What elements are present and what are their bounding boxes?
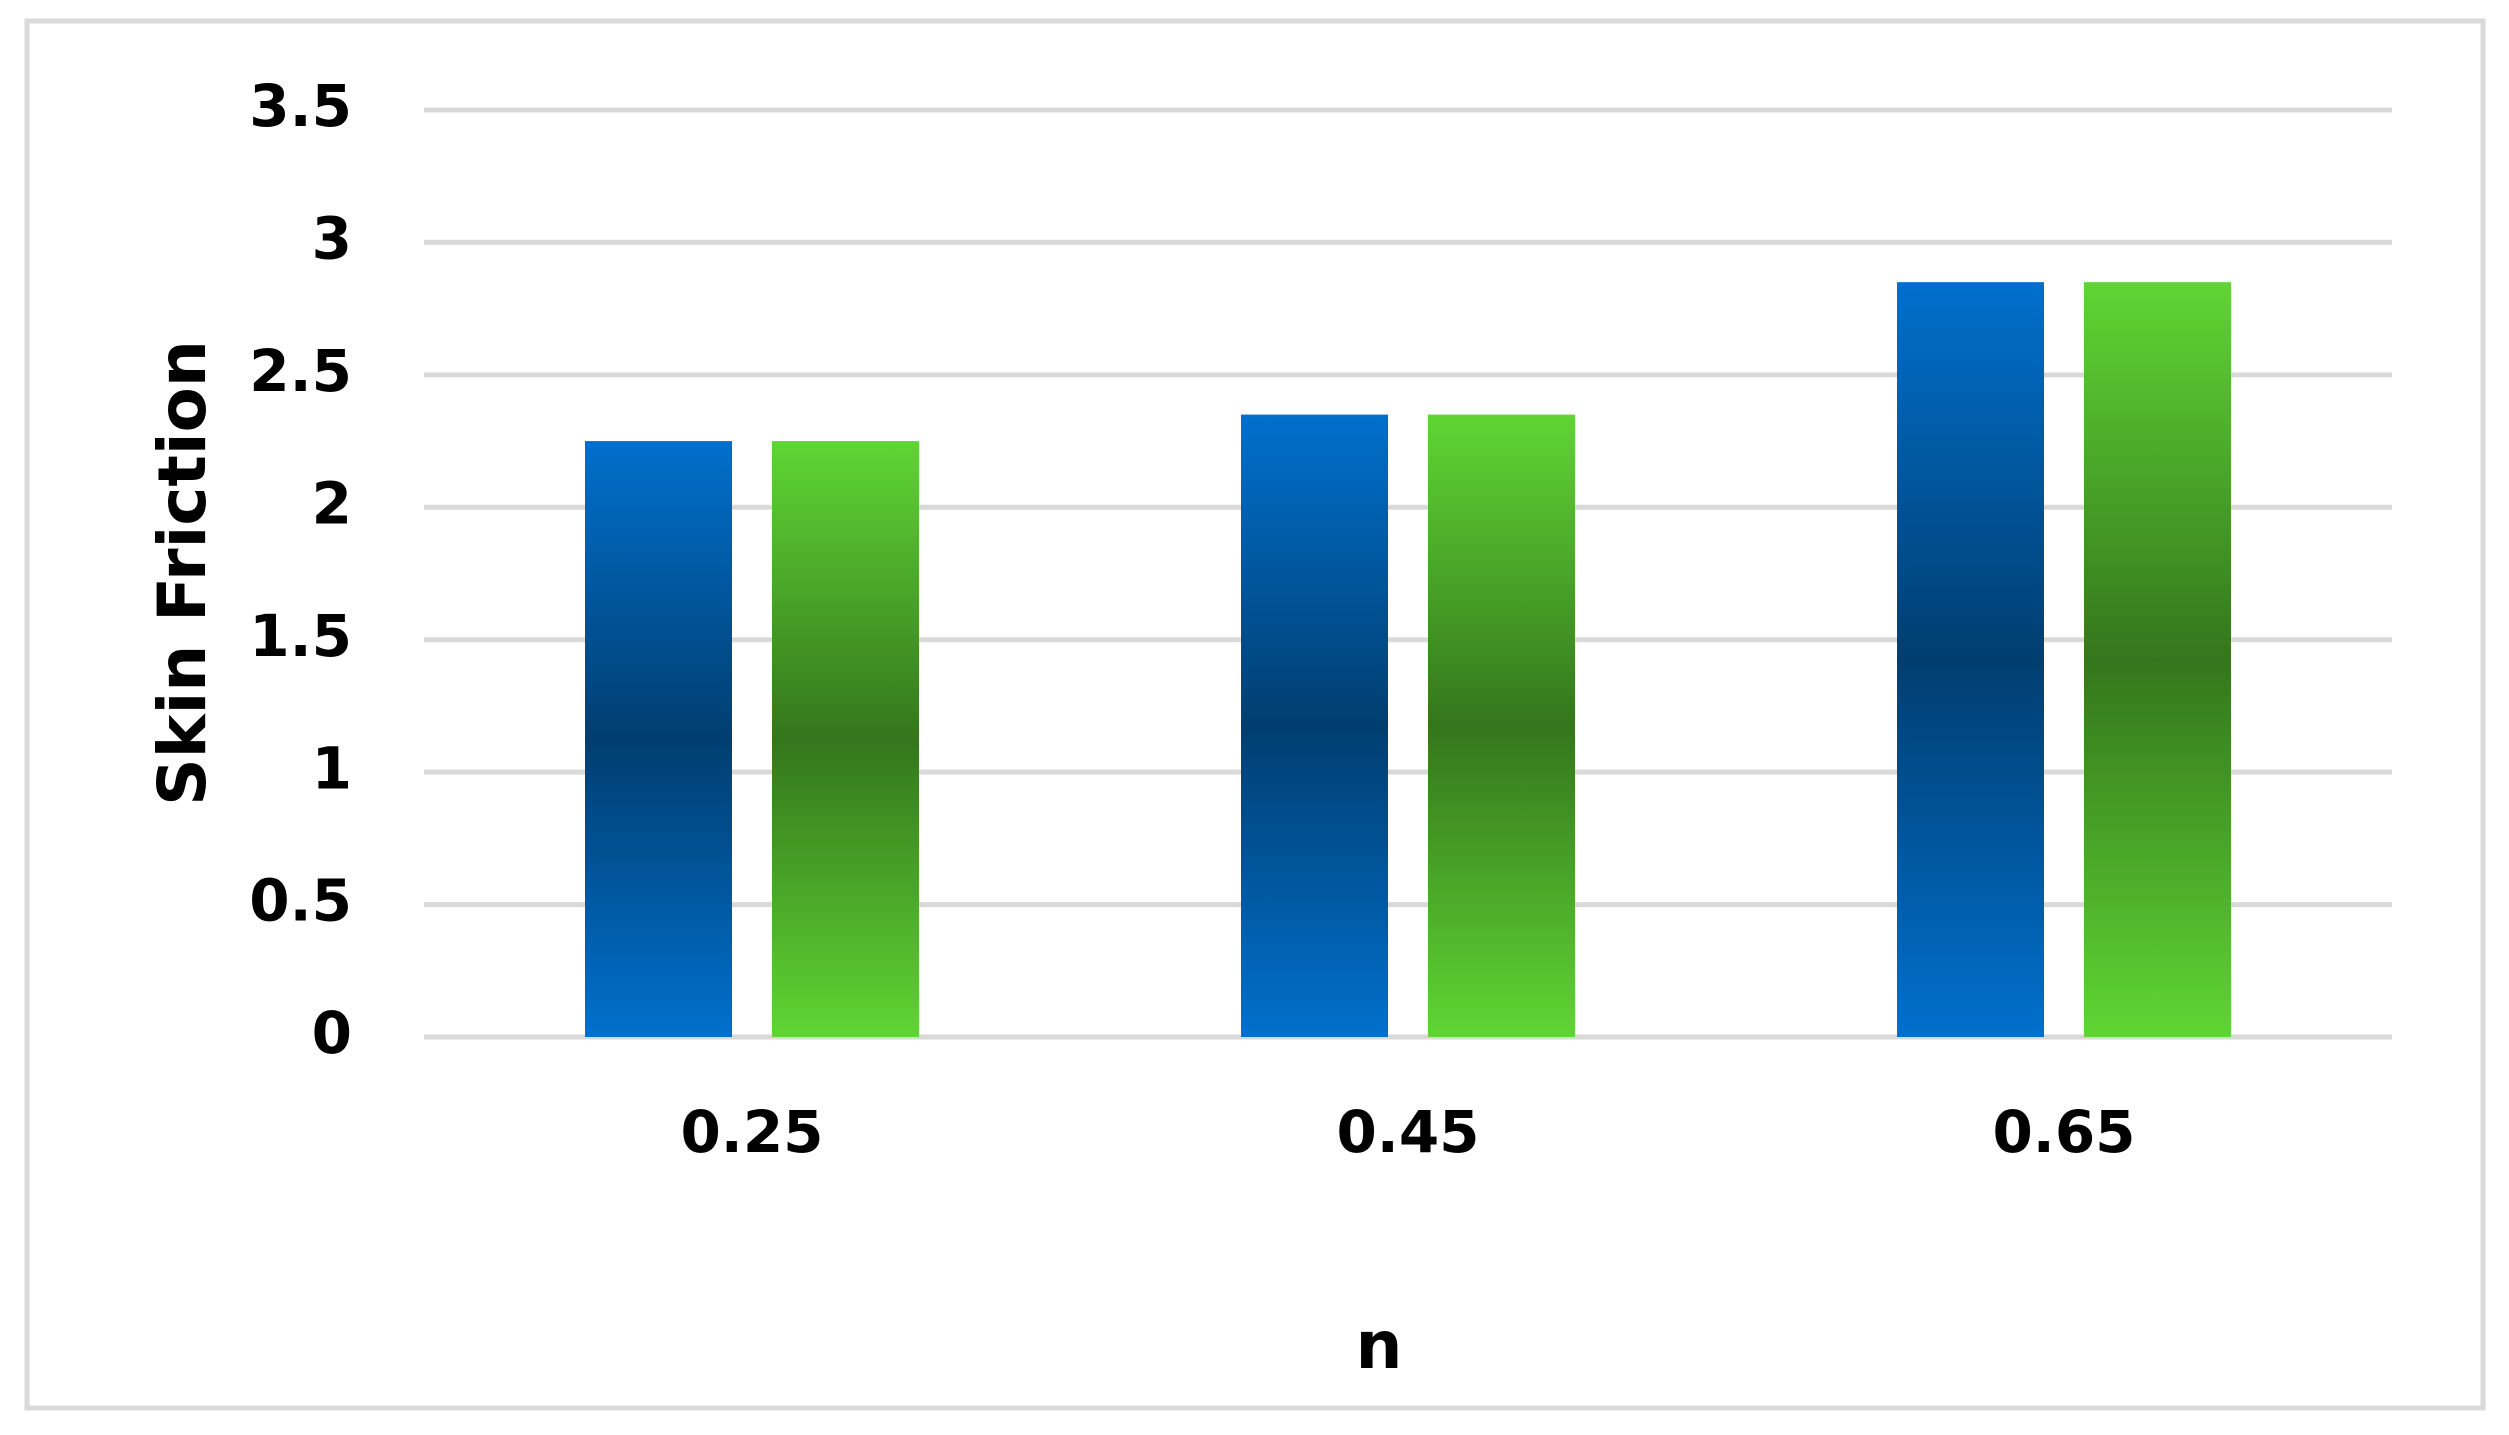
y-axis-title: Skin Friction: [144, 340, 221, 806]
x-axis-title: n: [1356, 1307, 1403, 1384]
bar: [1241, 414, 1388, 1038]
y-tick-label: 2.5: [249, 337, 352, 405]
bar: [1897, 282, 2044, 1038]
y-tick-label: 3: [312, 205, 352, 273]
y-tick-label: 1.5: [249, 602, 352, 670]
y-tick-label: 3.5: [249, 72, 352, 140]
x-tick-label: 0.65: [1992, 1098, 2135, 1166]
x-tick-label: 0.45: [1336, 1098, 1479, 1166]
y-tick-label: 2: [312, 469, 352, 537]
y-tick-label: 1: [312, 734, 352, 802]
bar: [2084, 282, 2231, 1038]
y-tick-label: 0.5: [249, 867, 352, 935]
bar: [772, 441, 919, 1038]
bar: [585, 441, 732, 1038]
bar: [1428, 414, 1575, 1038]
y-tick-label: 0: [312, 999, 352, 1067]
x-tick-label: 0.25: [680, 1098, 823, 1166]
